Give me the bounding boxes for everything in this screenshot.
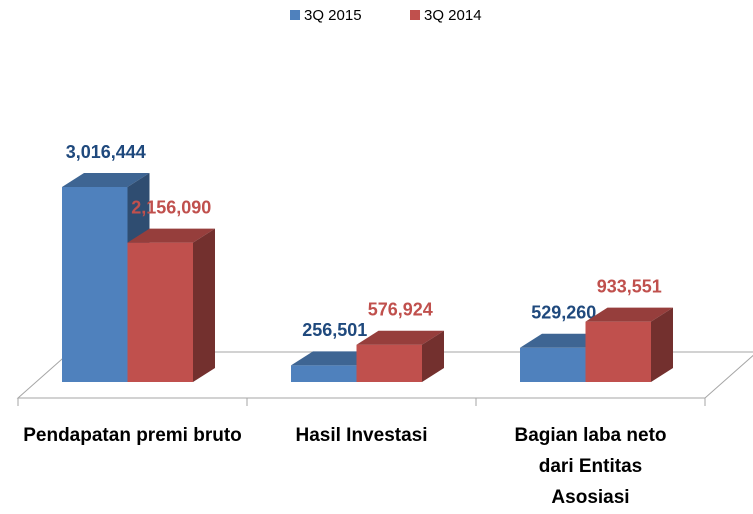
bar-side: [651, 307, 673, 382]
bar-front: [291, 365, 357, 382]
data-label: 529,260: [531, 303, 596, 323]
data-label: 3,016,444: [66, 142, 146, 162]
bar-front: [62, 187, 128, 382]
category-label: Hasil Investasi: [295, 425, 428, 446]
bar-front: [520, 347, 586, 382]
legend-label: 3Q 2015: [304, 7, 362, 24]
data-label: 933,551: [597, 276, 662, 296]
category-label: Pendapatan premi bruto: [23, 425, 242, 446]
bar-top: [585, 307, 673, 322]
bar-front: [356, 344, 422, 382]
data-label: 256,501: [302, 320, 367, 340]
bar-side: [193, 228, 215, 382]
bar-top: [356, 330, 444, 345]
data-label: 2,156,090: [131, 197, 211, 217]
data-label: 576,924: [368, 299, 433, 319]
bar-front: [585, 321, 651, 382]
legend-swatch: [410, 10, 420, 20]
bar-top: [62, 173, 150, 187]
bar-side: [422, 330, 444, 382]
bar-top: [127, 228, 215, 243]
bar-front: [127, 242, 193, 382]
category-label: Bagian laba neto dari Entitas Asosiasi: [514, 425, 667, 508]
legend-swatch: [290, 10, 300, 20]
legend-label: 3Q 2014: [424, 7, 482, 24]
